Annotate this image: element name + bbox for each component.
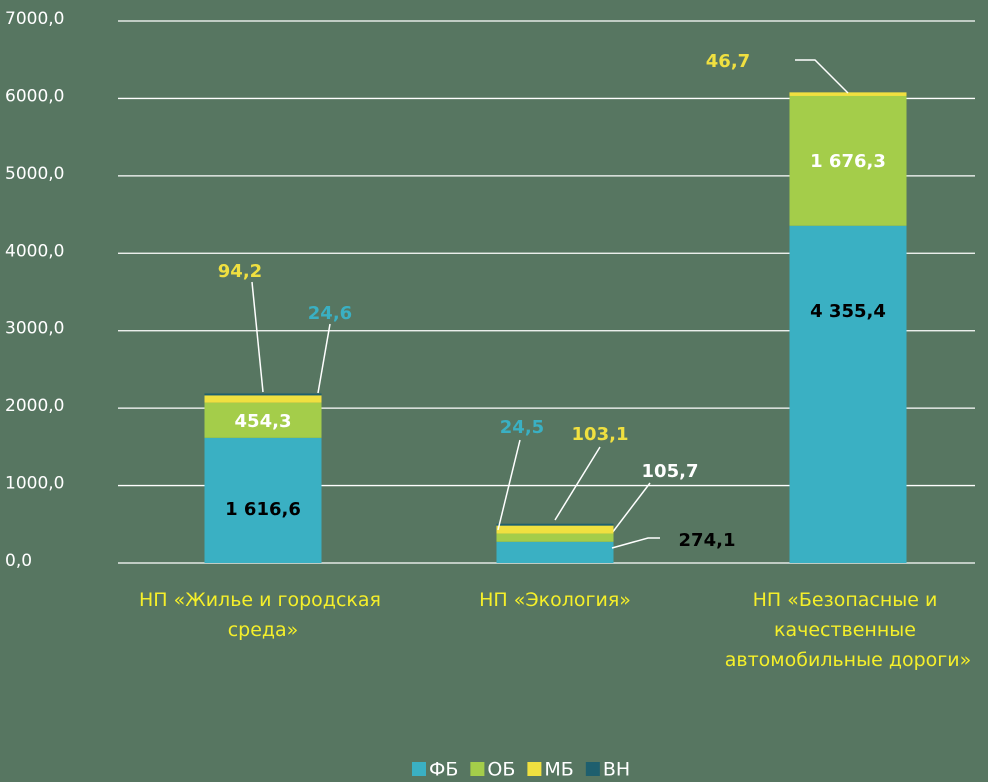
y-tick-label: 3000,0 [5,319,64,339]
legend-label: ОБ [487,759,515,781]
bar-segment [204,393,322,396]
y-tick-label: 1000,0 [5,474,64,494]
legend-swatch [527,762,542,776]
bar-segment [789,92,907,96]
x-tick-label: НП «Жилье и городская среда» [139,589,387,641]
bar-segment [789,225,907,564]
data-label: 24,5 [500,417,544,438]
data-label: 1 616,6 [225,499,301,520]
y-tick-label: 5000,0 [5,164,64,184]
x-tick-label: НП «Экология» [479,589,631,611]
legend-label: МБ [544,759,573,781]
leader-line [611,482,651,534]
data-label: 274,1 [679,530,736,551]
x-tick-label: НП «Безопасные и качественные автомобиль… [725,589,971,671]
legend-label: ВН [603,759,630,781]
legend-swatch [585,762,600,776]
leader-line [317,323,331,394]
leader-line [497,439,521,531]
y-tick-label: 4000,0 [5,241,64,261]
bar-segment [204,395,322,403]
data-label: 94,2 [218,261,262,282]
bar-segment [496,541,614,563]
y-tick-label: 7000,0 [5,9,64,29]
bar-segment [204,437,322,563]
data-label: 46,7 [706,51,750,72]
leader-line [554,446,601,521]
data-label: 105,7 [642,461,699,482]
data-label: 103,1 [572,424,629,445]
legend-label: ФБ [429,759,458,781]
y-tick-label: 2000,0 [5,396,64,416]
data-label: 4 355,4 [810,301,886,322]
bar-segment [496,525,614,534]
bar-segment [496,533,614,542]
leader-line [251,281,264,393]
y-tick-label: 6000,0 [5,86,64,106]
leader-line [611,537,660,549]
data-label: 1 676,3 [810,151,886,172]
bar-segment [496,523,614,526]
y-tick-label: 0,0 [5,551,32,571]
data-label: 24,6 [308,303,352,324]
data-label: 454,3 [235,411,292,432]
legend-swatch [470,762,485,776]
bar-segment [204,402,322,438]
legend-swatch [412,762,426,776]
leader-line [795,59,849,94]
bar-segment [789,95,907,226]
